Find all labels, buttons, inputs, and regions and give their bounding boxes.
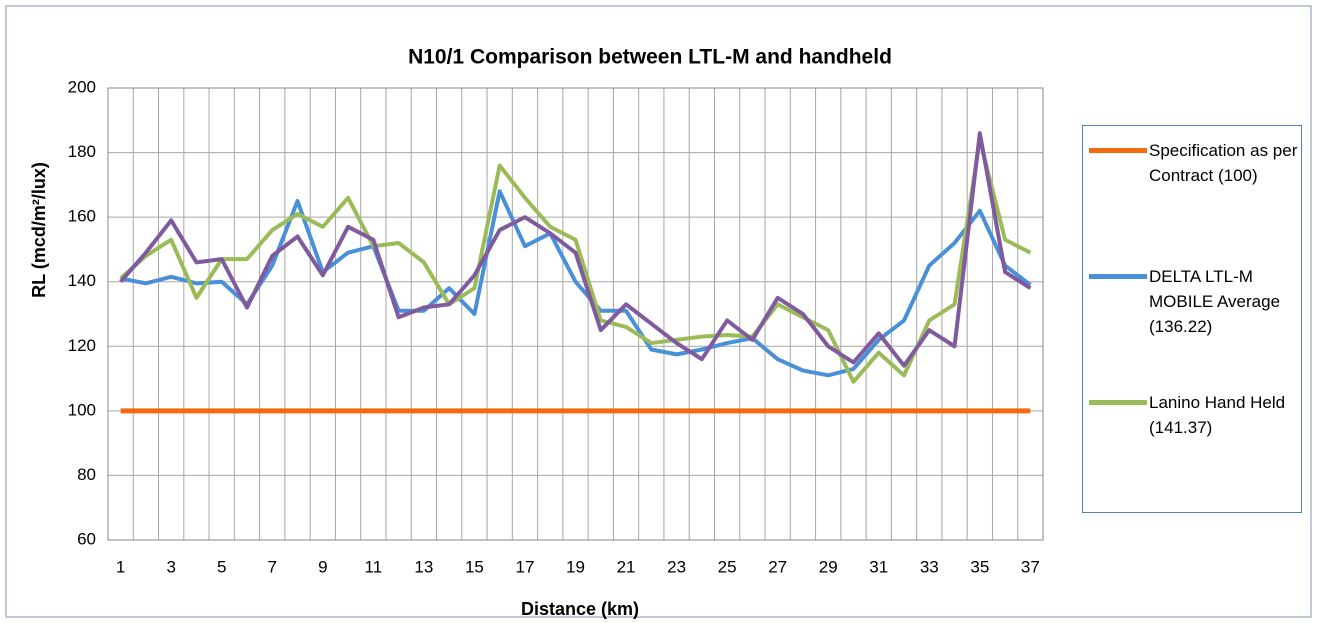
chart-title: N10/1 Comparison between LTL-M and handh… xyxy=(408,46,892,69)
x-tick-label: 19 xyxy=(566,557,585,576)
x-tick-label: 29 xyxy=(819,557,838,576)
y-tick-label: 140 xyxy=(68,271,96,290)
y-tick-label: 60 xyxy=(77,529,96,548)
y-axis-label: RL (mcd/m²/lux) xyxy=(29,162,49,298)
y-tick-label: 200 xyxy=(68,77,96,96)
series-line xyxy=(119,137,1032,384)
x-tick-label: 13 xyxy=(414,557,433,576)
legend-swatch xyxy=(1089,274,1147,279)
x-tick-label: 27 xyxy=(768,557,787,576)
y-tick-label: 160 xyxy=(68,207,96,226)
x-tick-label: 17 xyxy=(515,557,534,576)
x-tick-label: 21 xyxy=(617,557,636,576)
legend-label: Lanino Hand Held (141.37) xyxy=(1149,393,1286,437)
x-tick-label: 31 xyxy=(869,557,888,576)
series-line xyxy=(120,189,1032,378)
x-tick-label: 9 xyxy=(318,557,327,576)
legend: Specification as per Contract (100) DELTA… xyxy=(1082,125,1302,513)
legend-swatch xyxy=(1089,148,1147,153)
x-tick-label: 35 xyxy=(970,557,989,576)
x-tick-label: 1 xyxy=(116,557,125,576)
y-tick-label: 180 xyxy=(68,142,96,161)
plot-frame xyxy=(107,87,1044,541)
legend-swatch xyxy=(1089,400,1147,405)
x-tick-label: 33 xyxy=(920,557,939,576)
chart-border xyxy=(5,5,1312,618)
y-tick-label: 80 xyxy=(77,465,96,484)
x-tick-label: 11 xyxy=(365,557,383,576)
x-axis-label: Distance (km) xyxy=(521,599,639,619)
x-tick-label: 15 xyxy=(465,557,484,576)
x-tick-label: 7 xyxy=(268,557,277,576)
y-tick-label: 100 xyxy=(68,400,96,419)
y-tick-label: 120 xyxy=(68,336,96,355)
x-tick-label: 23 xyxy=(667,557,686,576)
x-tick-label: 5 xyxy=(217,557,226,576)
x-tick-label: 3 xyxy=(166,557,175,576)
x-tick-label: 25 xyxy=(718,557,737,576)
legend-label: Specification as per Contract (100) xyxy=(1149,141,1298,185)
legend-label: DELTA LTL-M MOBILE Average (136.22) xyxy=(1149,267,1281,336)
x-tick-label: 37 xyxy=(1021,557,1040,576)
series-line xyxy=(119,131,1032,368)
